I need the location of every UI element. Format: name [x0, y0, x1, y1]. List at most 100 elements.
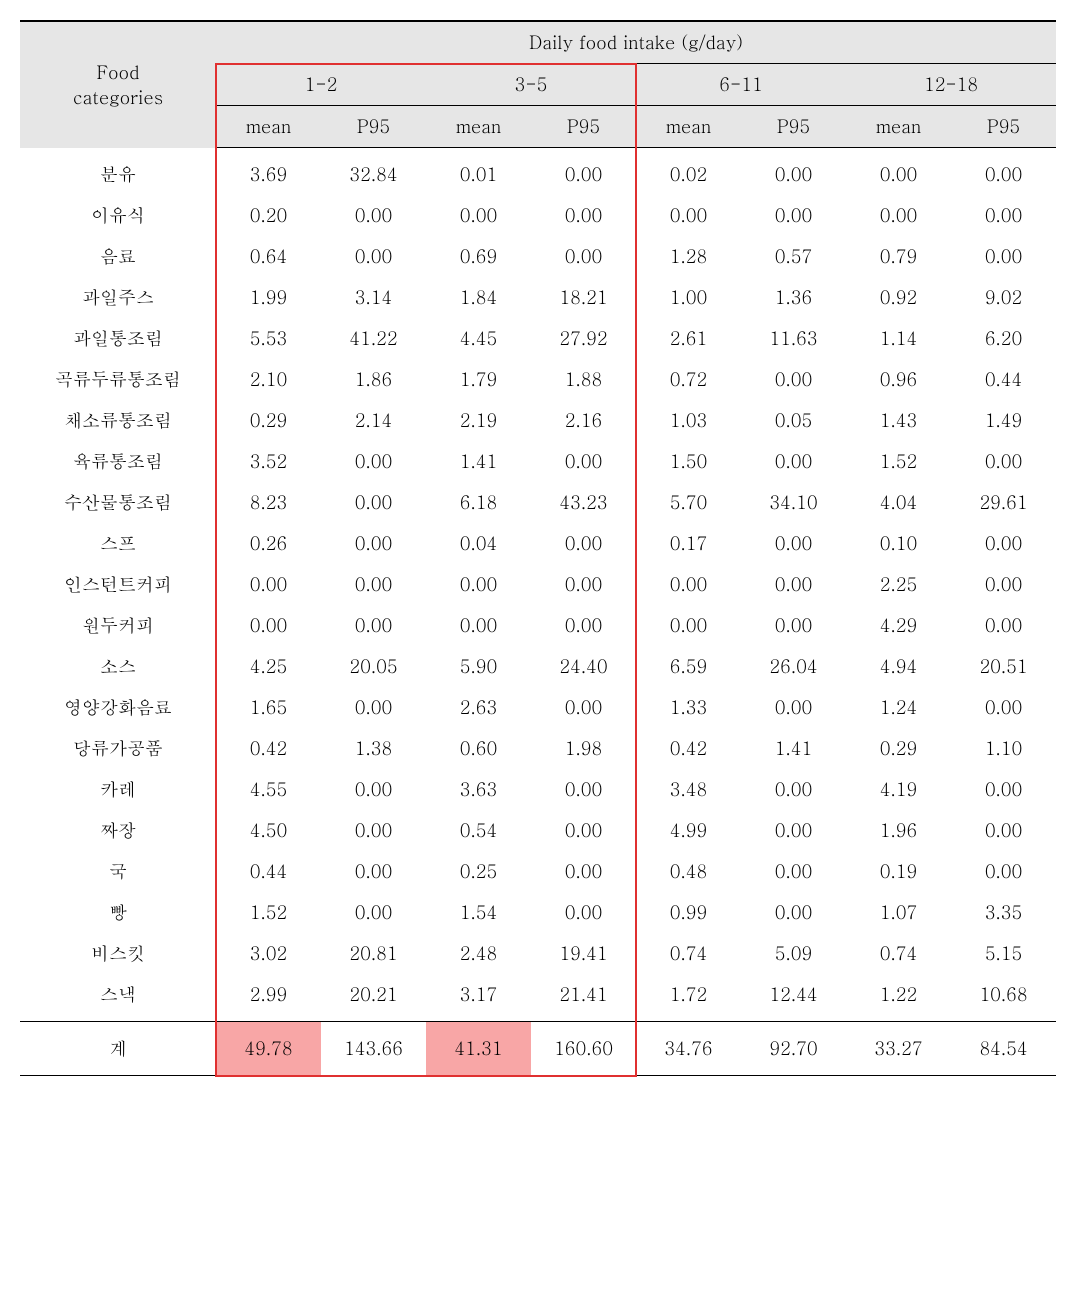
value-cell: 1.24 [846, 687, 951, 728]
table-row: 국0.440.000.250.000.480.000.190.00 [20, 851, 1056, 892]
value-cell: 0.00 [321, 564, 426, 605]
value-cell: 4.25 [216, 646, 321, 687]
table-row: 소스4.2520.055.9024.406.5926.044.9420.51 [20, 646, 1056, 687]
super-header: Daily food intake (g/day) [216, 21, 1056, 64]
stat-label: P95 [741, 106, 846, 148]
value-cell: 0.00 [531, 605, 636, 646]
value-cell: 29.61 [951, 482, 1056, 523]
table-header: Food categories Daily food intake (g/day… [20, 21, 1056, 148]
value-cell: 1.07 [846, 892, 951, 933]
value-cell: 0.00 [951, 851, 1056, 892]
stat-label: mean [216, 106, 321, 148]
stat-label: P95 [951, 106, 1056, 148]
table-row: 영양강화음료1.650.002.630.001.330.001.240.00 [20, 687, 1056, 728]
value-cell: 0.99 [636, 892, 741, 933]
value-cell: 1.54 [426, 892, 531, 933]
value-cell: 1.41 [741, 728, 846, 769]
value-cell: 0.00 [531, 441, 636, 482]
value-cell: 2.99 [216, 974, 321, 1022]
value-cell: 0.00 [531, 564, 636, 605]
value-cell: 0.54 [426, 810, 531, 851]
value-cell: 0.00 [741, 441, 846, 482]
value-cell: 5.53 [216, 318, 321, 359]
value-cell: 0.96 [846, 359, 951, 400]
stat-label: P95 [531, 106, 636, 148]
value-cell: 12.44 [741, 974, 846, 1022]
value-cell: 0.00 [846, 195, 951, 236]
value-cell: 6.18 [426, 482, 531, 523]
table-row: 이유식0.200.000.000.000.000.000.000.00 [20, 195, 1056, 236]
value-cell: 0.04 [426, 523, 531, 564]
value-cell: 2.61 [636, 318, 741, 359]
stat-label: mean [426, 106, 531, 148]
value-cell: 43.23 [531, 482, 636, 523]
row-label: 음료 [20, 236, 216, 277]
row-label: 과일통조림 [20, 318, 216, 359]
total-cell: 49.78 [216, 1022, 321, 1076]
value-cell: 0.00 [321, 195, 426, 236]
value-cell: 0.00 [636, 605, 741, 646]
value-cell: 4.19 [846, 769, 951, 810]
value-cell: 1.79 [426, 359, 531, 400]
value-cell: 26.04 [741, 646, 846, 687]
value-cell: 1.03 [636, 400, 741, 441]
value-cell: 19.41 [531, 933, 636, 974]
value-cell: 1.00 [636, 277, 741, 318]
row-label: 비스킷 [20, 933, 216, 974]
value-cell: 0.00 [951, 523, 1056, 564]
table-row: 스프0.260.000.040.000.170.000.100.00 [20, 523, 1056, 564]
value-cell: 2.14 [321, 400, 426, 441]
value-cell: 2.16 [531, 400, 636, 441]
table-row: 분유3.6932.840.010.000.020.000.000.00 [20, 148, 1056, 196]
value-cell: 0.00 [741, 769, 846, 810]
value-cell: 0.00 [531, 851, 636, 892]
value-cell: 0.79 [846, 236, 951, 277]
value-cell: 3.02 [216, 933, 321, 974]
value-cell: 0.00 [426, 195, 531, 236]
row-label: 곡류두류통조림 [20, 359, 216, 400]
table-row: 비스킷3.0220.812.4819.410.745.090.745.15 [20, 933, 1056, 974]
value-cell: 20.51 [951, 646, 1056, 687]
value-cell: 1.28 [636, 236, 741, 277]
value-cell: 0.26 [216, 523, 321, 564]
row-label: 빵 [20, 892, 216, 933]
total-cell: 41.31 [426, 1022, 531, 1076]
value-cell: 4.29 [846, 605, 951, 646]
value-cell: 0.00 [531, 810, 636, 851]
value-cell: 2.63 [426, 687, 531, 728]
value-cell: 1.98 [531, 728, 636, 769]
value-cell: 34.10 [741, 482, 846, 523]
value-cell: 3.17 [426, 974, 531, 1022]
table-body: 분유3.6932.840.010.000.020.000.000.00이유식0.… [20, 148, 1056, 1022]
value-cell: 20.05 [321, 646, 426, 687]
table-row: 육류통조림3.520.001.410.001.500.001.520.00 [20, 441, 1056, 482]
table-row: 카레4.550.003.630.003.480.004.190.00 [20, 769, 1056, 810]
value-cell: 4.45 [426, 318, 531, 359]
row-label: 짜장 [20, 810, 216, 851]
value-cell: 21.41 [531, 974, 636, 1022]
value-cell: 2.48 [426, 933, 531, 974]
value-cell: 0.00 [741, 851, 846, 892]
total-cell: 84.54 [951, 1022, 1056, 1076]
value-cell: 1.88 [531, 359, 636, 400]
value-cell: 0.60 [426, 728, 531, 769]
value-cell: 0.00 [216, 605, 321, 646]
value-cell: 4.04 [846, 482, 951, 523]
value-cell: 10.68 [951, 974, 1056, 1022]
value-cell: 0.72 [636, 359, 741, 400]
value-cell: 0.00 [531, 195, 636, 236]
value-cell: 2.19 [426, 400, 531, 441]
value-cell: 1.43 [846, 400, 951, 441]
age-group-3: 12-18 [846, 64, 1056, 106]
value-cell: 24.40 [531, 646, 636, 687]
value-cell: 3.48 [636, 769, 741, 810]
value-cell: 0.00 [951, 195, 1056, 236]
value-cell: 0.00 [846, 148, 951, 196]
value-cell: 5.90 [426, 646, 531, 687]
value-cell: 1.99 [216, 277, 321, 318]
value-cell: 0.00 [951, 564, 1056, 605]
value-cell: 0.57 [741, 236, 846, 277]
value-cell: 0.00 [741, 195, 846, 236]
table-row: 과일통조림5.5341.224.4527.922.6111.631.146.20 [20, 318, 1056, 359]
table-row: 채소류통조림0.292.142.192.161.030.051.431.49 [20, 400, 1056, 441]
